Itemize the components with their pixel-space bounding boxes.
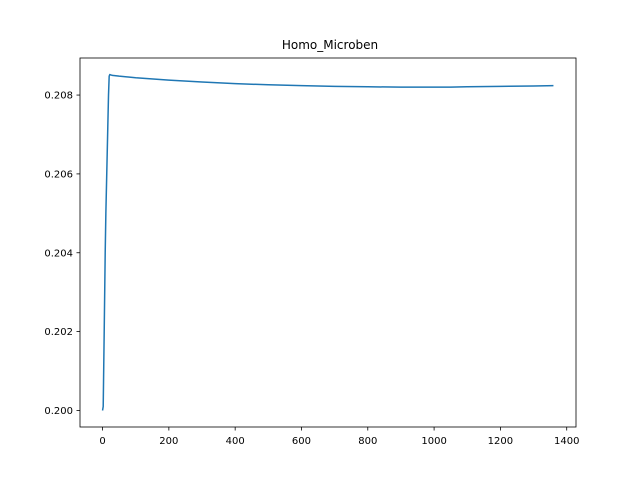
y-tick-label: 0.202 [44, 327, 73, 338]
y-tick-label: 0.200 [44, 406, 73, 417]
x-tick-label: 1200 [488, 436, 513, 447]
y-tick-label: 0.204 [44, 248, 73, 259]
axes-frame [79, 57, 577, 428]
x-tick-label: 1000 [421, 436, 446, 447]
x-tick-label: 200 [159, 436, 178, 447]
chart-title: Homo_Microben [282, 38, 378, 52]
y-tick-label: 0.206 [44, 169, 73, 180]
x-tick-label: 0 [99, 436, 105, 447]
x-axis: 0 200 400 600 800 1000 1200 1400 [99, 427, 579, 447]
x-tick-label: 400 [226, 436, 245, 447]
x-tick-label: 1400 [554, 436, 579, 447]
x-tick-label: 800 [358, 436, 377, 447]
y-tick-label: 0.208 [44, 91, 73, 102]
series-layer [101, 73, 554, 411]
y-axis: 0.200 0.202 0.204 0.206 0.208 [44, 91, 80, 417]
x-tick-label: 600 [292, 436, 311, 447]
series-line-0 [101, 73, 554, 411]
